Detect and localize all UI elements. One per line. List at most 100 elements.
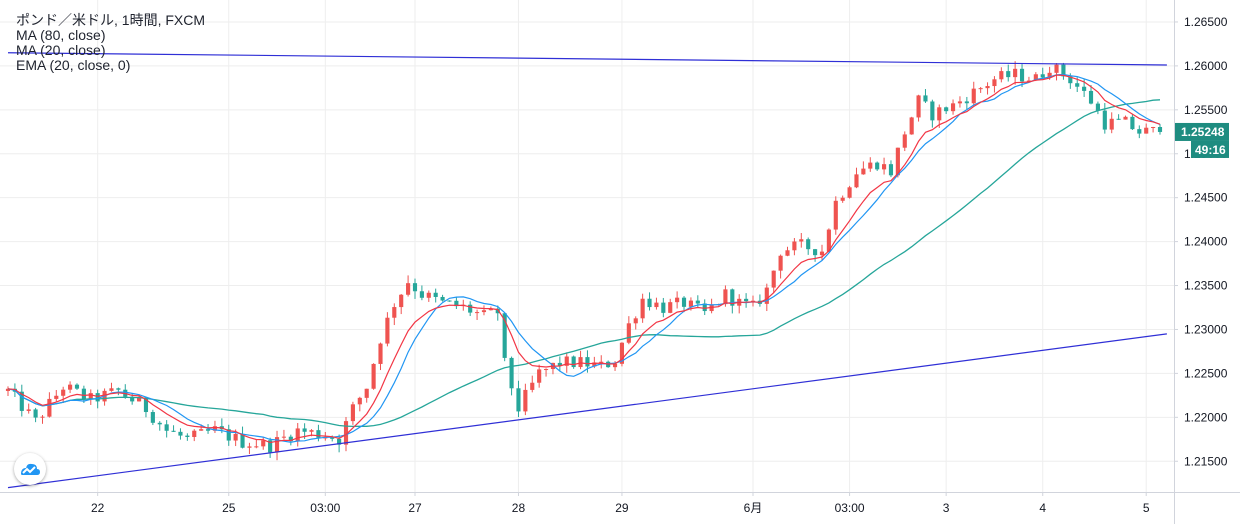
candle-body [54, 395, 59, 399]
price-axis: 1.21500 1.22000 1.22500 1.23000 1.23500 1.240… [1174, 15, 1228, 468]
candle-body [481, 310, 487, 313]
candle-body [723, 289, 728, 305]
candle-body [130, 396, 135, 402]
candle-body [930, 101, 935, 121]
candle-body [212, 426, 218, 431]
candle-body [178, 431, 183, 436]
candle-body [488, 308, 493, 311]
candle-body [109, 388, 114, 391]
candle-body [744, 298, 749, 302]
legend-ma20[interactable]: MA (20, close) [16, 42, 106, 58]
candle-body [337, 438, 342, 445]
candle-body [937, 107, 942, 121]
candle-body [840, 197, 845, 201]
candle-body [702, 303, 707, 312]
candle-body [164, 424, 169, 431]
candle-body [233, 433, 238, 441]
candle-body [433, 292, 438, 297]
candle-body [1026, 80, 1032, 82]
candle-body [95, 393, 100, 402]
candle-body [668, 302, 673, 313]
candle-body [1088, 90, 1094, 104]
candle-body [764, 287, 769, 304]
candle-body [19, 391, 24, 411]
candle-body [985, 86, 990, 89]
candle-body [854, 174, 859, 188]
price-axis-label: 1.23500 [1184, 279, 1228, 293]
candle-body [274, 437, 280, 453]
ema20-line [7, 74, 1161, 444]
legend-ema20[interactable]: EMA (20, close, 0) [16, 57, 131, 73]
candle-body [371, 363, 376, 389]
current-price-label: 1.25248 [1181, 125, 1225, 139]
candle-body [1123, 116, 1128, 120]
countdown-badge [1191, 140, 1229, 158]
candle-body [364, 388, 369, 398]
candle-body [695, 300, 700, 304]
candle-body [412, 283, 418, 292]
candle-body [205, 429, 211, 431]
candle-body [971, 88, 976, 104]
price-axis-label: 1.21500 [1184, 454, 1228, 468]
candle-body [978, 88, 983, 90]
candle-body [564, 356, 569, 366]
countdown-label: 49:16 [1195, 143, 1226, 157]
candle-body [5, 388, 11, 391]
tradingview-logo-button[interactable] [14, 453, 46, 485]
candle-body [1013, 68, 1018, 78]
legend-title[interactable]: ポンド／米ドル, 1時間, FXCM [16, 12, 206, 28]
candle-body [343, 421, 349, 445]
candle-body [261, 440, 266, 447]
candle-body [785, 250, 790, 256]
legend-ma80[interactable]: MA (80, close) [16, 27, 106, 43]
candle-body [1054, 64, 1059, 73]
candle-body [730, 289, 735, 306]
candle-body [868, 162, 873, 169]
candle-body [81, 388, 86, 400]
candle-body [688, 300, 693, 307]
candle-body [378, 343, 383, 364]
time-axis-label: 29 [615, 501, 629, 515]
candles [5, 61, 1163, 461]
candle-body [640, 298, 645, 319]
candle-body [330, 437, 335, 439]
candle-body [902, 134, 907, 148]
candle-body [964, 101, 969, 104]
candle-body [771, 270, 776, 288]
candle-body [1006, 71, 1011, 78]
candle-body [557, 362, 562, 366]
time-axis-label: 22 [91, 501, 105, 515]
time-axis: 22 25 03:00 27 28 29 6月 03:00 3 4 5 [91, 492, 1150, 515]
moving-averages [7, 73, 1161, 444]
candle-body [392, 307, 397, 318]
candle-body [1019, 68, 1025, 82]
candle-body [950, 103, 956, 112]
candle-body [675, 297, 680, 303]
candle-body [268, 440, 273, 453]
price-axis-label: 1.24500 [1184, 191, 1228, 205]
candle-body [875, 162, 880, 170]
candle-body [619, 342, 625, 364]
candle-body [585, 357, 590, 367]
candle-body [295, 428, 300, 442]
candle-body [909, 117, 914, 135]
current-price-badge [1175, 122, 1229, 141]
candle-body [33, 409, 38, 418]
candle-body [806, 239, 811, 250]
candle-body [440, 296, 445, 301]
time-axis-label: 4 [1039, 501, 1046, 515]
candle-body [992, 79, 997, 87]
ma20-line [7, 73, 1161, 443]
candle-body [1061, 64, 1066, 77]
candle-body [1047, 72, 1052, 78]
candle-body [1130, 116, 1135, 130]
price-axis-label: 1.23000 [1184, 322, 1228, 336]
candle-body [626, 323, 631, 343]
candle-body [171, 430, 176, 432]
candle-body [406, 283, 411, 295]
candle-body [1102, 110, 1107, 130]
candle-body [1157, 127, 1163, 132]
candle-body [116, 388, 121, 390]
